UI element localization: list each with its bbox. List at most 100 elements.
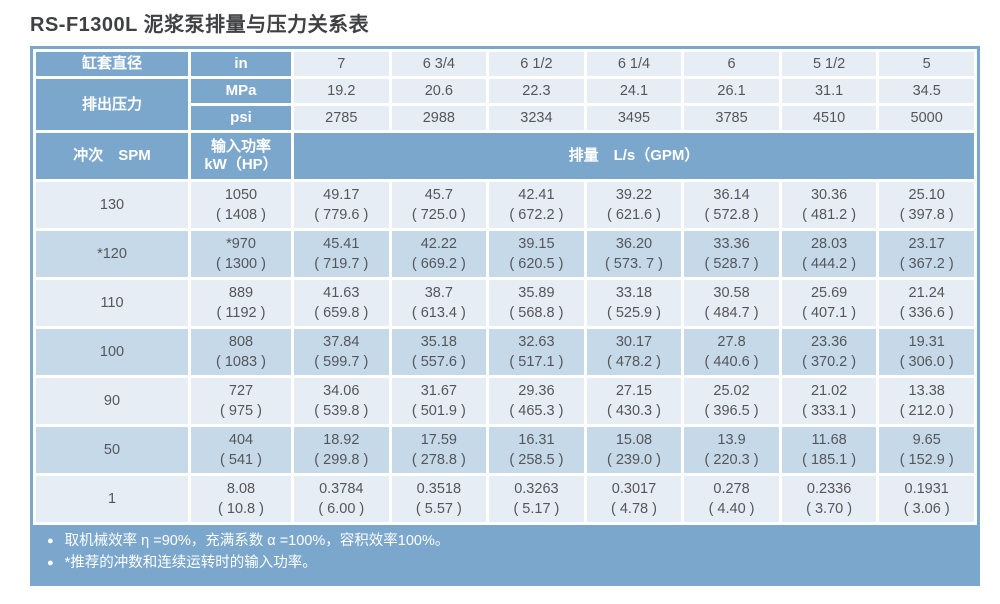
power-cell: 727 ( 975 ) <box>191 378 291 424</box>
psi-cell: 3234 <box>489 106 584 130</box>
flow-cell: 23.36 ( 370.2 ) <box>781 329 877 375</box>
flow-cell: 0.278 ( 4.40 ) <box>684 476 779 522</box>
bullet-icon: ● <box>47 535 54 547</box>
pressure-mpa-row: 排出压力 MPa 19.2 20.6 22.3 24.1 26.1 31.1 3… <box>36 79 974 130</box>
note-text: 取机械效率 η =90%，充满系数 α =100%，容积效率100%。 <box>64 533 450 549</box>
table-frame: 缸套直径 in 7 6 3/4 6 1/2 6 1/4 6 5 1/2 5 排出… <box>30 46 980 586</box>
unit-psi-label: psi <box>191 106 291 130</box>
flow-cell: 33.18 ( 525.9 ) <box>586 280 682 326</box>
table-row: 130 1050 ( 1408 ) 49.17 ( 779.6 ) 45.7 (… <box>36 182 974 228</box>
bullet-icon: ● <box>47 557 54 570</box>
table-row: 100 808 ( 1083 ) 37.84 ( 599.7 ) 35.18 (… <box>36 329 974 375</box>
flow-cell: 42.41 ( 672.2 ) <box>489 182 584 228</box>
flow-cell: 31.67 ( 501.9 ) <box>391 378 487 424</box>
flow-cell: 35.89 ( 568.8 ) <box>489 280 584 326</box>
unit-mpa-label: MPa <box>191 79 291 103</box>
power-cell: 808 ( 1083 ) <box>191 329 291 375</box>
spm-cell: 90 <box>36 378 188 424</box>
flow-cell: 17.59 ( 278.8 ) <box>391 427 487 473</box>
spm-cell: 110 <box>36 280 188 326</box>
flow-cell: 27.15 ( 430.3 ) <box>586 378 682 424</box>
flow-cell: 0.1931 ( 3.06 ) <box>879 476 974 522</box>
diameter-cell: 6 <box>684 52 779 76</box>
pump-spec-table: 缸套直径 in 7 6 3/4 6 1/2 6 1/4 6 5 1/2 5 排出… <box>33 49 977 525</box>
flow-cell: 37.84 ( 599.7 ) <box>294 329 389 375</box>
table-row: 50 404 ( 541 ) 18.92 ( 299.8 ) 17.59 ( 2… <box>36 427 974 473</box>
diameter-cell: 5 1/2 <box>781 52 877 76</box>
flow-cell: 33.36 ( 528.7 ) <box>684 231 779 277</box>
flow-cell: 39.22 ( 621.6 ) <box>586 182 682 228</box>
psi-cell: 5000 <box>879 106 974 130</box>
flow-cell: 29.36 ( 465.3 ) <box>489 378 584 424</box>
discharge-pressure-label: 排出压力 <box>36 79 188 130</box>
diameter-cell: 6 3/4 <box>391 52 487 76</box>
flow-cell: 15.08 ( 239.0 ) <box>586 427 682 473</box>
flow-cell: 36.14 ( 572.8 ) <box>684 182 779 228</box>
column-header-row: 冲次 SPM 输入功率 kW（HP） 排量 L/s（GPM） <box>36 133 974 179</box>
flow-cell: 27.8 ( 440.6 ) <box>684 329 779 375</box>
footnotes: ● 取机械效率 η =90%，充满系数 α =100%，容积效率100%。 ● … <box>33 525 977 583</box>
power-cell: *970 ( 1300 ) <box>191 231 291 277</box>
flow-cell: 0.3784 ( 6.00 ) <box>294 476 389 522</box>
diameter-cell: 6 1/2 <box>489 52 584 76</box>
flow-cell: 19.31 ( 306.0 ) <box>879 329 974 375</box>
flow-cell: 34.06 ( 539.8 ) <box>294 378 389 424</box>
spm-cell: 130 <box>36 182 188 228</box>
table-row: *120 *970 ( 1300 ) 45.41 ( 719.7 ) 42.22… <box>36 231 974 277</box>
flow-cell: 42.22 ( 669.2 ) <box>391 231 487 277</box>
flow-cell: 49.17 ( 779.6 ) <box>294 182 389 228</box>
psi-cell: 3495 <box>586 106 682 130</box>
note-text: *推荐的冲数和连续运转时的输入功率。 <box>64 555 317 572</box>
flow-cell: 13.9 ( 220.3 ) <box>684 427 779 473</box>
flow-cell: 35.18 ( 557.6 ) <box>391 329 487 375</box>
flow-cell: 25.10 ( 397.8 ) <box>879 182 974 228</box>
mpa-cell: 26.1 <box>684 79 779 103</box>
flow-cell: 21.02 ( 333.1 ) <box>781 378 877 424</box>
flow-cell: 13.38 ( 212.0 ) <box>879 378 974 424</box>
flow-cell: 36.20 ( 573. 7 ) <box>586 231 682 277</box>
mpa-cell: 22.3 <box>489 79 584 103</box>
flow-cell: 38.7 ( 613.4 ) <box>391 280 487 326</box>
psi-cell: 4510 <box>781 106 877 130</box>
spm-cell: 50 <box>36 427 188 473</box>
power-cell: 889 ( 1192 ) <box>191 280 291 326</box>
flow-cell: 45.7 ( 725.0 ) <box>391 182 487 228</box>
flow-cell: 18.92 ( 299.8 ) <box>294 427 389 473</box>
note-line: ● *推荐的冲数和连续运转时的输入功率。 <box>47 552 967 574</box>
flow-cell: 25.69 ( 407.1 ) <box>781 280 877 326</box>
diameter-cell: 5 <box>879 52 974 76</box>
spm-cell: *120 <box>36 231 188 277</box>
flow-cell: 9.65 ( 152.9 ) <box>879 427 974 473</box>
flow-rate-label: 排量 L/s（GPM） <box>294 133 974 179</box>
flow-cell: 30.17 ( 478.2 ) <box>586 329 682 375</box>
spm-cell: 1 <box>36 476 188 522</box>
flow-cell: 39.15 ( 620.5 ) <box>489 231 584 277</box>
spm-cell: 100 <box>36 329 188 375</box>
flow-cell: 0.3017 ( 4.78 ) <box>586 476 682 522</box>
diameter-cell: 6 1/4 <box>586 52 682 76</box>
note-line: ● 取机械效率 η =90%，充满系数 α =100%，容积效率100%。 <box>47 530 967 552</box>
page-title: RS-F1300L 泥浆泵排量与压力关系表 <box>30 14 370 36</box>
flow-cell: 45.41 ( 719.7 ) <box>294 231 389 277</box>
power-cell: 8.08 ( 10.8 ) <box>191 476 291 522</box>
flow-cell: 41.63 ( 659.8 ) <box>294 280 389 326</box>
diameter-cell: 7 <box>294 52 389 76</box>
flow-cell: 25.02 ( 396.5 ) <box>684 378 779 424</box>
flow-cell: 16.31 ( 258.5 ) <box>489 427 584 473</box>
flow-cell: 0.3263 ( 5.17 ) <box>489 476 584 522</box>
mpa-cell: 19.2 <box>294 79 389 103</box>
table-row: 1 8.08 ( 10.8 ) 0.3784 ( 6.00 ) 0.3518 (… <box>36 476 974 522</box>
liner-diameter-row: 缸套直径 in 7 6 3/4 6 1/2 6 1/4 6 5 1/2 5 <box>36 52 974 76</box>
spm-label: 冲次 SPM <box>36 133 188 179</box>
mpa-cell: 34.5 <box>879 79 974 103</box>
liner-diameter-label: 缸套直径 <box>36 52 188 76</box>
flow-cell: 0.2336 ( 3.70 ) <box>781 476 877 522</box>
power-cell: 1050 ( 1408 ) <box>191 182 291 228</box>
mpa-cell: 20.6 <box>391 79 487 103</box>
pressure-psi-row: psi 2785 2988 3234 3495 3785 4510 5000 <box>36 106 974 130</box>
power-cell: 404 ( 541 ) <box>191 427 291 473</box>
unit-in-label: in <box>191 52 291 76</box>
mpa-cell: 31.1 <box>781 79 877 103</box>
psi-cell: 2988 <box>391 106 487 130</box>
